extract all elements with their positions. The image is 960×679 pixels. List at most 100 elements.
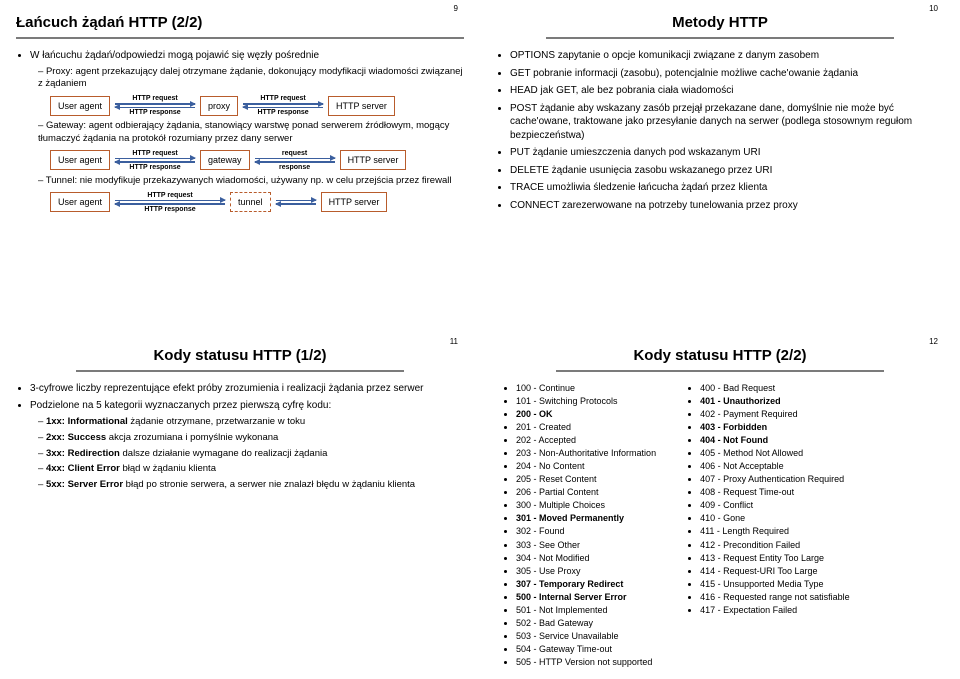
status-code: 302 - Found bbox=[516, 525, 656, 538]
node-user-agent: User agent bbox=[50, 150, 110, 170]
status-code: 413 - Request Entity Too Large bbox=[700, 552, 850, 565]
node-server: HTTP server bbox=[321, 192, 388, 212]
status-code: 201 - Created bbox=[516, 421, 656, 434]
status-code: 206 - Partial Content bbox=[516, 486, 656, 499]
status-code: 412 - Precondition Failed bbox=[700, 539, 850, 552]
status-code: 405 - Method Not Allowed bbox=[700, 447, 850, 460]
bullet: W łańcuchu żądań/odpowiedzi mogą pojawić… bbox=[30, 49, 464, 213]
bullet: Podzielone na 5 kategorii wyznaczanych p… bbox=[30, 399, 464, 492]
status-code: 101 - Switching Protocols bbox=[516, 395, 656, 408]
status-code: 203 - Non-Authoritative Information bbox=[516, 447, 656, 460]
page-number: 11 bbox=[450, 337, 458, 346]
diagram-proxy: User agent HTTP request HTTP response pr… bbox=[50, 95, 464, 116]
slide-12: 12 Kody statusu HTTP (2/2) 100 - Continu… bbox=[480, 333, 960, 679]
page-number: 9 bbox=[454, 4, 458, 13]
arrow-left-icon bbox=[115, 161, 195, 163]
arrow-right-icon bbox=[276, 200, 316, 202]
status-code: 307 - Temporary Redirect bbox=[516, 578, 656, 591]
status-code: 417 - Expectation Failed bbox=[700, 604, 850, 617]
method-item: HEAD jak GET, ale bez pobrania ciała wia… bbox=[510, 84, 944, 98]
slide-11: 11 Kody statusu HTTP (1/2) 3-cyfrowe lic… bbox=[0, 333, 480, 679]
node-user-agent: User agent bbox=[50, 96, 110, 116]
status-code: 300 - Multiple Choices bbox=[516, 499, 656, 512]
sub-bullet: Proxy: agent przekazujący dalej otrzyman… bbox=[38, 66, 464, 92]
status-code: 403 - Forbidden bbox=[700, 421, 850, 434]
status-code: 409 - Conflict bbox=[700, 499, 850, 512]
slide-10: 10 Metody HTTP OPTIONS zapytanie o opcje… bbox=[480, 0, 960, 333]
slide-title: Kody statusu HTTP (2/2) bbox=[556, 347, 884, 372]
slide-title: Łańcuch żądań HTTP (2/2) bbox=[16, 14, 464, 39]
diagram-tunnel: User agent HTTP request HTTP response tu… bbox=[50, 192, 464, 213]
bullet-text: W łańcuchu żądań/odpowiedzi mogą pojawić… bbox=[30, 50, 319, 61]
connector: HTTP request HTTP response bbox=[110, 95, 200, 116]
label: HTTP request bbox=[132, 150, 177, 157]
status-codes-columns: 100 - Continue101 - Switching Protocols2… bbox=[502, 382, 944, 669]
node-server: HTTP server bbox=[328, 96, 395, 116]
arrow-right-icon bbox=[255, 158, 335, 160]
label: HTTP response bbox=[257, 109, 308, 116]
category-item: 5xx: Server Error błąd po stronie serwer… bbox=[38, 479, 464, 492]
method-item: CONNECT zarezerwowane na potrzeby tunelo… bbox=[510, 199, 944, 213]
node-gateway: gateway bbox=[200, 150, 250, 170]
node-user-agent: User agent bbox=[50, 192, 110, 212]
status-code: 407 - Proxy Authentication Required bbox=[700, 473, 850, 486]
status-code: 401 - Unauthorized bbox=[700, 395, 850, 408]
status-code: 202 - Accepted bbox=[516, 434, 656, 447]
codes-right: 400 - Bad Request401 - Unauthorized402 -… bbox=[700, 382, 850, 669]
status-code: 205 - Reset Content bbox=[516, 473, 656, 486]
connector: request response bbox=[250, 150, 340, 171]
method-item: TRACE umożliwia śledzenie łańcucha żądań… bbox=[510, 181, 944, 195]
node-tunnel: tunnel bbox=[230, 192, 271, 212]
label: response bbox=[279, 164, 310, 171]
status-code: 415 - Unsupported Media Type bbox=[700, 578, 850, 591]
label: HTTP response bbox=[129, 109, 180, 116]
status-code: 504 - Gateway Time-out bbox=[516, 643, 656, 656]
status-code: 500 - Internal Server Error bbox=[516, 591, 656, 604]
connector: HTTP request HTTP response bbox=[110, 192, 230, 213]
method-item: OPTIONS zapytanie o opcje komunikacji zw… bbox=[510, 49, 944, 63]
status-code: 402 - Payment Required bbox=[700, 408, 850, 421]
status-code: 304 - Not Modified bbox=[516, 552, 656, 565]
status-code: 414 - Request-URI Too Large bbox=[700, 565, 850, 578]
codes-left: 100 - Continue101 - Switching Protocols2… bbox=[516, 382, 656, 669]
arrow-right-icon bbox=[115, 103, 195, 105]
method-item: PUT żądanie umieszczenia danych pod wska… bbox=[510, 146, 944, 160]
status-code: 404 - Not Found bbox=[700, 434, 850, 447]
node-server: HTTP server bbox=[340, 150, 407, 170]
status-code: 406 - Not Acceptable bbox=[700, 460, 850, 473]
method-item: DELETE żądanie usunięcia zasobu wskazane… bbox=[510, 164, 944, 178]
status-code: 505 - HTTP Version not supported bbox=[516, 656, 656, 669]
page-number: 10 bbox=[929, 4, 938, 13]
label: request bbox=[282, 150, 307, 157]
status-code: 100 - Continue bbox=[516, 382, 656, 395]
connector: HTTP request HTTP response bbox=[110, 150, 200, 171]
sub-bullet: Tunnel: nie modyfikuje przekazywanych wi… bbox=[38, 175, 464, 188]
arrow-right-icon bbox=[243, 103, 323, 105]
label: HTTP request bbox=[132, 95, 177, 102]
status-code: 416 - Requested range not satisfiable bbox=[700, 591, 850, 604]
sub-bullet: Gateway: agent odbierający żądania, stan… bbox=[38, 120, 464, 146]
arrow-left-icon bbox=[255, 161, 335, 163]
connector bbox=[271, 199, 321, 206]
arrow-right-icon bbox=[115, 200, 225, 202]
slide-9: 9 Łańcuch żądań HTTP (2/2) W łańcuchu żą… bbox=[0, 0, 480, 333]
category-item: 3xx: Redirection dalsze działanie wymaga… bbox=[38, 448, 464, 461]
category-item: 1xx: Informational żądanie otrzymane, pr… bbox=[38, 416, 464, 429]
status-code: 400 - Bad Request bbox=[700, 382, 850, 395]
method-list: OPTIONS zapytanie o opcje komunikacji zw… bbox=[510, 49, 944, 212]
status-code: 502 - Bad Gateway bbox=[516, 617, 656, 630]
status-code: 305 - Use Proxy bbox=[516, 565, 656, 578]
slide-title: Kody statusu HTTP (1/2) bbox=[76, 347, 404, 372]
status-code: 410 - Gone bbox=[700, 512, 850, 525]
category-list: 1xx: Informational żądanie otrzymane, pr… bbox=[38, 416, 464, 492]
status-code: 301 - Moved Permanently bbox=[516, 512, 656, 525]
label: HTTP response bbox=[129, 164, 180, 171]
node-proxy: proxy bbox=[200, 96, 238, 116]
arrow-right-icon bbox=[115, 158, 195, 160]
label: HTTP request bbox=[147, 192, 192, 199]
connector: HTTP request HTTP response bbox=[238, 95, 328, 116]
status-code: 200 - OK bbox=[516, 408, 656, 421]
arrow-left-icon bbox=[115, 107, 195, 109]
text: Tunnel: nie modyfikuje przekazywanych wi… bbox=[46, 175, 452, 186]
method-item: GET pobranie informacji (zasobu), potenc… bbox=[510, 67, 944, 81]
